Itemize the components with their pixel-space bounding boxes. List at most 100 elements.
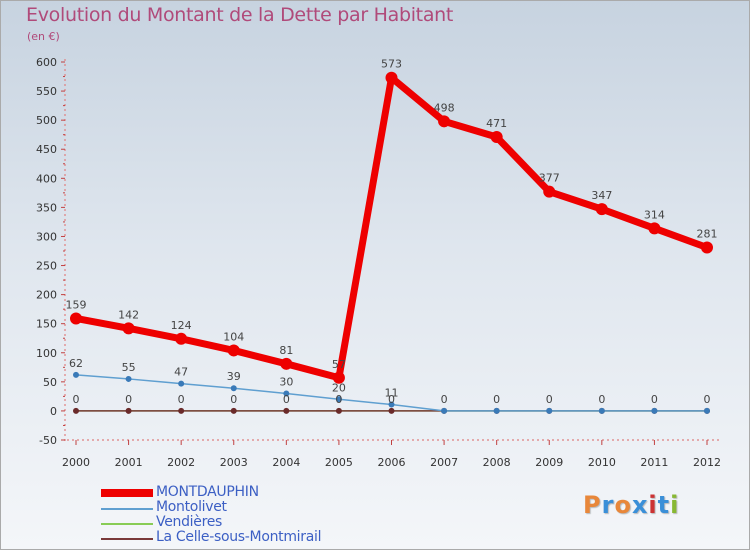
data-label: 314 <box>644 208 665 221</box>
x-tick-label: 2003 <box>220 456 248 469</box>
data-label: 159 <box>66 298 87 311</box>
y-tick-label: 0 <box>50 405 57 418</box>
y-tick-label: 100 <box>36 347 57 360</box>
y-tick-label: 200 <box>36 289 57 302</box>
x-tick-label: 2012 <box>693 456 721 469</box>
logo-letter: i <box>648 491 658 519</box>
data-point <box>178 380 185 387</box>
data-label: 0 <box>335 393 342 406</box>
data-point <box>280 357 293 370</box>
legend-swatch <box>101 538 153 540</box>
y-tick-label: 400 <box>36 172 57 185</box>
data-point <box>441 407 448 414</box>
data-label: 0 <box>73 393 80 406</box>
data-point <box>388 401 395 408</box>
data-label: 0 <box>441 393 448 406</box>
data-label: 39 <box>227 370 241 383</box>
data-label: 104 <box>223 330 244 343</box>
data-label: 124 <box>171 319 192 332</box>
x-tick-label: 2004 <box>272 456 300 469</box>
data-label: 0 <box>651 393 658 406</box>
y-tick-label: 450 <box>36 143 57 156</box>
data-label: 347 <box>591 189 612 202</box>
data-label: 30 <box>279 375 293 388</box>
y-tick-label: 600 <box>36 56 57 69</box>
data-label: 498 <box>434 101 455 114</box>
legend-swatch <box>101 508 153 510</box>
data-label: 0 <box>283 393 290 406</box>
data-label: 471 <box>486 117 507 130</box>
x-tick-label: 2011 <box>640 456 668 469</box>
proxiti-logo: Proxiti <box>583 491 679 519</box>
data-point <box>704 407 710 414</box>
data-point <box>490 131 503 144</box>
data-point <box>175 332 188 345</box>
x-tick-label: 2006 <box>378 456 406 469</box>
data-label: 0 <box>388 393 395 406</box>
data-point <box>335 396 342 403</box>
x-tick-label: 2007 <box>430 456 458 469</box>
data-point <box>70 312 82 325</box>
data-point <box>73 407 79 414</box>
data-point <box>388 407 395 414</box>
data-point <box>493 407 500 414</box>
data-point <box>598 407 605 414</box>
legend-label: Montolivet <box>156 499 227 515</box>
x-tick-label: 2001 <box>115 456 143 469</box>
data-label: 55 <box>122 361 136 374</box>
x-tick-label: 2002 <box>167 456 195 469</box>
data-label: 573 <box>381 58 402 71</box>
logo-letter: o <box>614 491 632 519</box>
x-tick-label: 2008 <box>483 456 511 469</box>
data-label: 81 <box>279 344 293 357</box>
x-tick-label: 2000 <box>62 456 90 469</box>
series-line <box>72 74 711 382</box>
data-label: 0 <box>546 393 553 406</box>
data-label: 377 <box>539 172 560 185</box>
y-tick-label: -50 <box>39 434 57 447</box>
chart-title: Evolution du Montant de la Dette par Hab… <box>26 4 454 26</box>
logo-letter: x <box>631 491 649 519</box>
data-label: 20 <box>332 381 346 394</box>
y-tick-label: 300 <box>36 230 57 243</box>
data-point <box>230 407 237 414</box>
y-tick-label: 250 <box>36 260 57 273</box>
logo-letter: P <box>583 491 602 519</box>
data-label: 62 <box>69 357 83 370</box>
logo-letter: t <box>657 491 671 519</box>
data-point <box>543 185 556 198</box>
data-label: 57 <box>332 358 346 371</box>
data-point <box>701 241 713 254</box>
data-label: 0 <box>704 393 711 406</box>
y-tick-label: 50 <box>43 376 57 389</box>
data-point <box>125 407 132 414</box>
y-tick-label: 150 <box>36 318 57 331</box>
legend-label: Vendières <box>156 514 223 530</box>
y-tick-label: 550 <box>36 85 57 98</box>
data-point <box>230 385 237 392</box>
data-point <box>595 203 608 216</box>
data-label: 142 <box>118 308 139 321</box>
data-point <box>385 71 398 84</box>
data-point <box>125 375 132 382</box>
data-point <box>227 344 240 357</box>
legend-label: La Celle-sous-Montmirail <box>156 529 322 545</box>
data-label: 0 <box>178 393 185 406</box>
data-point <box>283 390 290 397</box>
data-point <box>648 222 661 235</box>
legend-swatch <box>101 489 153 497</box>
data-point <box>651 407 658 414</box>
logo-letter: r <box>601 491 615 519</box>
x-tick-label: 2009 <box>535 456 563 469</box>
unit-label: (en €) <box>27 30 60 43</box>
data-label: 0 <box>230 393 237 406</box>
data-label: 11 <box>385 387 399 400</box>
data-label: 0 <box>493 393 500 406</box>
legend-label: MONTDAUPHIN <box>156 484 259 500</box>
data-point <box>283 407 290 414</box>
data-point <box>332 371 345 384</box>
logo-letter: i <box>670 491 680 519</box>
x-tick-label: 2010 <box>588 456 616 469</box>
